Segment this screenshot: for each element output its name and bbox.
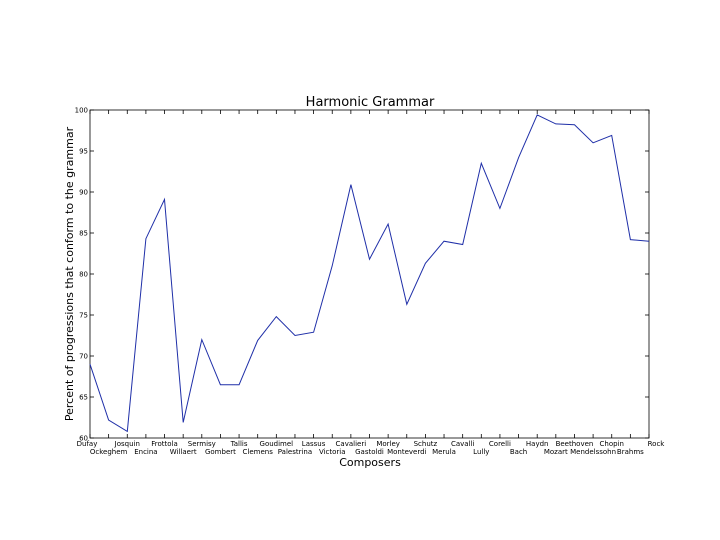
x-tick-label: Merula [432,448,456,456]
data-points [89,114,650,432]
x-tick-label: Brahms [617,448,644,456]
x-tick-label: Goudimel [260,440,294,448]
y-tick-label: 80 [79,271,88,279]
x-tick-label: Corelli [489,440,511,448]
y-tick-label: 95 [79,148,88,156]
x-tick-label: Chopin [600,440,624,448]
x-tick-label: Cavalieri [336,440,367,448]
x-tick-label: Gombert [205,448,236,456]
y-tick-label: 100 [75,107,88,115]
x-tick-label: Cavalli [451,440,474,448]
x-tick-label: Rock [648,440,666,448]
y-tick-label: 85 [79,230,88,238]
x-tick-label: Ockeghem [90,448,128,456]
x-tick-label: Bach [510,448,527,456]
x-tick-label: Palestrina [278,448,312,456]
x-tick-label: Encina [134,448,157,456]
x-tick-label: Schutz [414,440,438,448]
x-tick-label: Sermisy [188,440,216,448]
x-tick-label: Dufay [77,440,98,448]
x-tick-label: Victoria [319,448,346,456]
x-tick-label: Clemens [243,448,274,456]
plot-area-frame [89,109,650,439]
chart-title: Harmonic Grammar [306,95,435,110]
x-tick-label: Morley [376,440,400,448]
x-tick-label: Tallis [230,440,248,448]
x-tick-label: Willaert [170,448,197,456]
y-tick-label: 75 [79,312,88,320]
y-axis-label: Percent of progressions that conform to … [63,126,76,421]
x-tick-label: Beethoven [556,440,594,448]
y-tick-label: 70 [79,353,88,361]
y-axis: 60 65 70 75 80 85 90 95 100 [75,107,649,443]
y-tick-label: 65 [79,394,88,402]
x-tick-label: Lassus [302,440,326,448]
series-line [89,114,650,433]
x-tick-label: Mozart [544,448,568,456]
x-tick-label: Lully [473,448,489,456]
x-axis: DufayOckeghemJosquinEncinaFrottolaWillae… [77,110,666,456]
y-tick-label: 90 [79,189,88,197]
x-tick-label: Monteverdi [387,448,426,456]
x-tick-label: Frottola [151,440,178,448]
x-axis-label: Composers [339,456,401,469]
x-tick-label: Haydn [526,440,549,448]
x-tick-label: Gastoldi [355,448,384,456]
y-tick-label: 60 [79,435,88,443]
x-tick-label: Josquin [114,440,140,448]
x-tick-label: Mendelssohn [570,448,616,456]
